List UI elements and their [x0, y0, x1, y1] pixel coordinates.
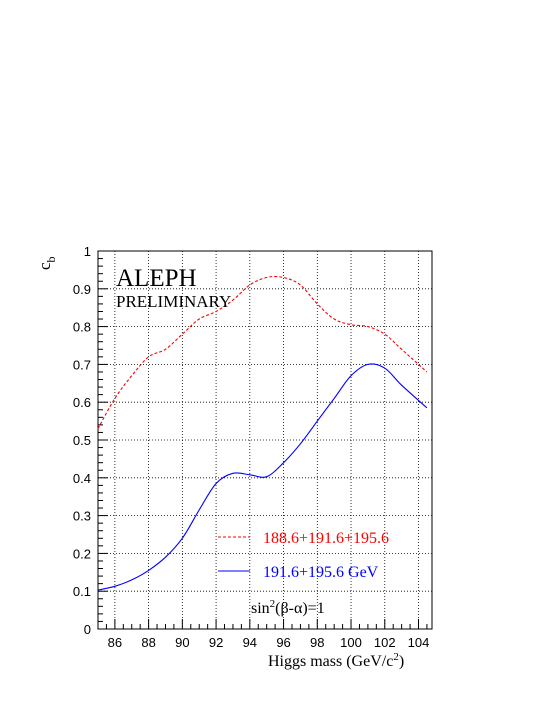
status-label: PRELIMINARY — [116, 292, 231, 311]
x-tick-label: 86 — [108, 635, 122, 650]
series-line-blue — [97, 363, 428, 591]
legend-label-red: 188.6+191.6+195.6 — [263, 530, 389, 547]
legend-label-blue: 191.6+195.6 GeV — [263, 564, 379, 581]
x-tick-label: 102 — [374, 635, 396, 650]
x-tick-label: 96 — [276, 635, 290, 650]
y-tick-label: 0 — [84, 622, 91, 637]
y-tick-label: 0.5 — [73, 433, 91, 448]
y-tick-label: 0.8 — [73, 320, 91, 335]
condition-label: sin2(β-α)=1 — [251, 598, 325, 617]
y-tick-label: 0.3 — [73, 509, 91, 524]
y-tick-label: 0.6 — [73, 395, 91, 410]
x-tick-label: 100 — [340, 635, 362, 650]
y-tick-label: 0.1 — [73, 584, 91, 599]
x-tick-label: 88 — [141, 635, 155, 650]
x-tick-label: 90 — [175, 635, 189, 650]
axis-ticks: 86 88 90 92 94 96 98 100 102 104 0 0.1 0.2 0.3 0.4 0.5 0… — [73, 244, 429, 650]
x-tick-label: 92 — [209, 635, 223, 650]
y-tick-label: 0.4 — [73, 471, 91, 486]
y-tick-label: 0.2 — [73, 546, 91, 561]
grid — [98, 251, 432, 629]
y-tick-label: 0.7 — [73, 357, 91, 372]
x-tick-label: 98 — [310, 635, 324, 650]
y-tick-label: 0.9 — [73, 282, 91, 297]
y-tick-label: 1 — [84, 244, 91, 259]
series-group — [97, 275, 428, 591]
x-tick-label: 104 — [408, 635, 430, 650]
x-axis-label: Higgs mass (GeV/c2) — [268, 651, 404, 670]
y-axis-label: cb — [35, 256, 58, 270]
x-tick-label: 94 — [243, 635, 257, 650]
experiment-label: ALEPH — [116, 265, 197, 292]
